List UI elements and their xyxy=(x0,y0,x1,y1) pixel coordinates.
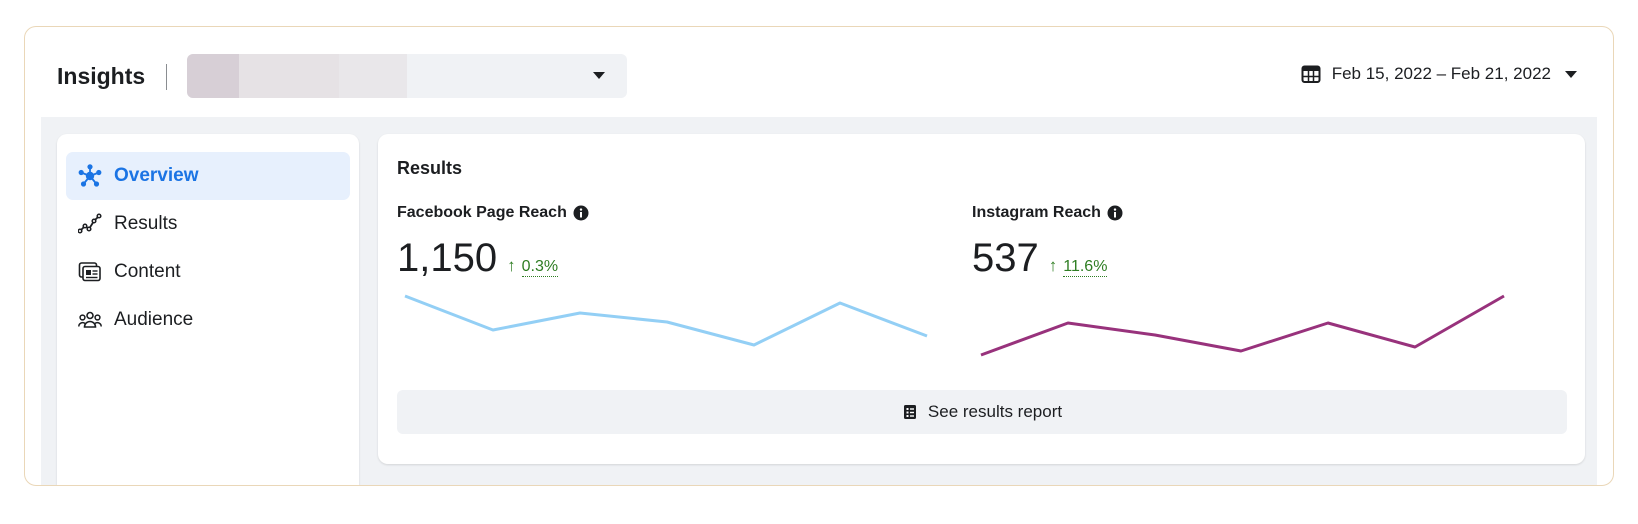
account-selector[interactable] xyxy=(187,54,627,98)
arrow-up-icon: ↑ xyxy=(1048,256,1058,275)
redacted-account-name xyxy=(339,54,407,98)
metric-label: Facebook Page Reach xyxy=(397,204,567,221)
network-icon xyxy=(78,164,102,188)
sidebar-item-label: Audience xyxy=(114,309,194,330)
content-cards-icon xyxy=(78,260,102,284)
people-group-icon xyxy=(78,308,102,332)
calendar-icon xyxy=(1301,65,1321,83)
report-icon xyxy=(903,405,916,419)
date-range-picker[interactable]: Feb 15, 2022 – Feb 21, 2022 xyxy=(1301,61,1577,87)
content-area: Overview Results xyxy=(41,117,1597,485)
results-card: Results Facebook Page Reach 1,150 ↑ 0.3% xyxy=(378,134,1585,464)
sidebar-item-results[interactable]: Results xyxy=(66,200,350,248)
caret-down-icon xyxy=(593,72,605,79)
sidebar-item-label: Overview xyxy=(114,165,199,186)
facebook-reach-sparkline xyxy=(404,294,928,347)
instagram-reach-metric: Instagram Reach 537 ↑ 11.6% xyxy=(972,204,1123,280)
trend-line-icon xyxy=(78,212,102,236)
metric-value: 537 xyxy=(972,236,1039,280)
insights-panel: Insights Feb 15, 2022 – Feb 21, 2022 xyxy=(24,26,1614,486)
sidebar-item-label: Results xyxy=(114,213,178,234)
metric-change[interactable]: 0.3% xyxy=(521,258,559,277)
see-results-report-button[interactable]: See results report xyxy=(397,390,1567,434)
info-icon[interactable] xyxy=(573,205,589,221)
results-title: Results xyxy=(397,158,463,178)
facebook-reach-metric: Facebook Page Reach 1,150 ↑ 0.3% xyxy=(397,204,589,280)
redacted-account-name xyxy=(239,54,339,98)
sidebar-item-content[interactable]: Content xyxy=(66,248,350,296)
sidebar-item-audience[interactable]: Audience xyxy=(66,296,350,344)
metric-label: Instagram Reach xyxy=(972,204,1101,221)
instagram-reach-sparkline xyxy=(980,294,1505,357)
sidebar-item-overview[interactable]: Overview xyxy=(66,152,350,200)
header-bar: Insights Feb 15, 2022 – Feb 21, 2022 xyxy=(25,27,1613,117)
date-range-label: Feb 15, 2022 – Feb 21, 2022 xyxy=(1331,64,1551,83)
title-divider xyxy=(166,64,167,90)
sidebar-item-label: Content xyxy=(114,261,181,282)
caret-down-icon xyxy=(1565,70,1577,78)
page-title: Insights xyxy=(57,63,146,89)
arrow-up-icon: ↑ xyxy=(507,256,516,275)
metric-value: 1,150 xyxy=(397,236,498,280)
redacted-account-name xyxy=(187,54,239,98)
info-icon[interactable] xyxy=(1107,205,1123,221)
metric-change[interactable]: 11.6% xyxy=(1063,258,1108,277)
sidebar-nav: Overview Results xyxy=(57,134,359,485)
report-button-label: See results report xyxy=(927,402,1063,421)
